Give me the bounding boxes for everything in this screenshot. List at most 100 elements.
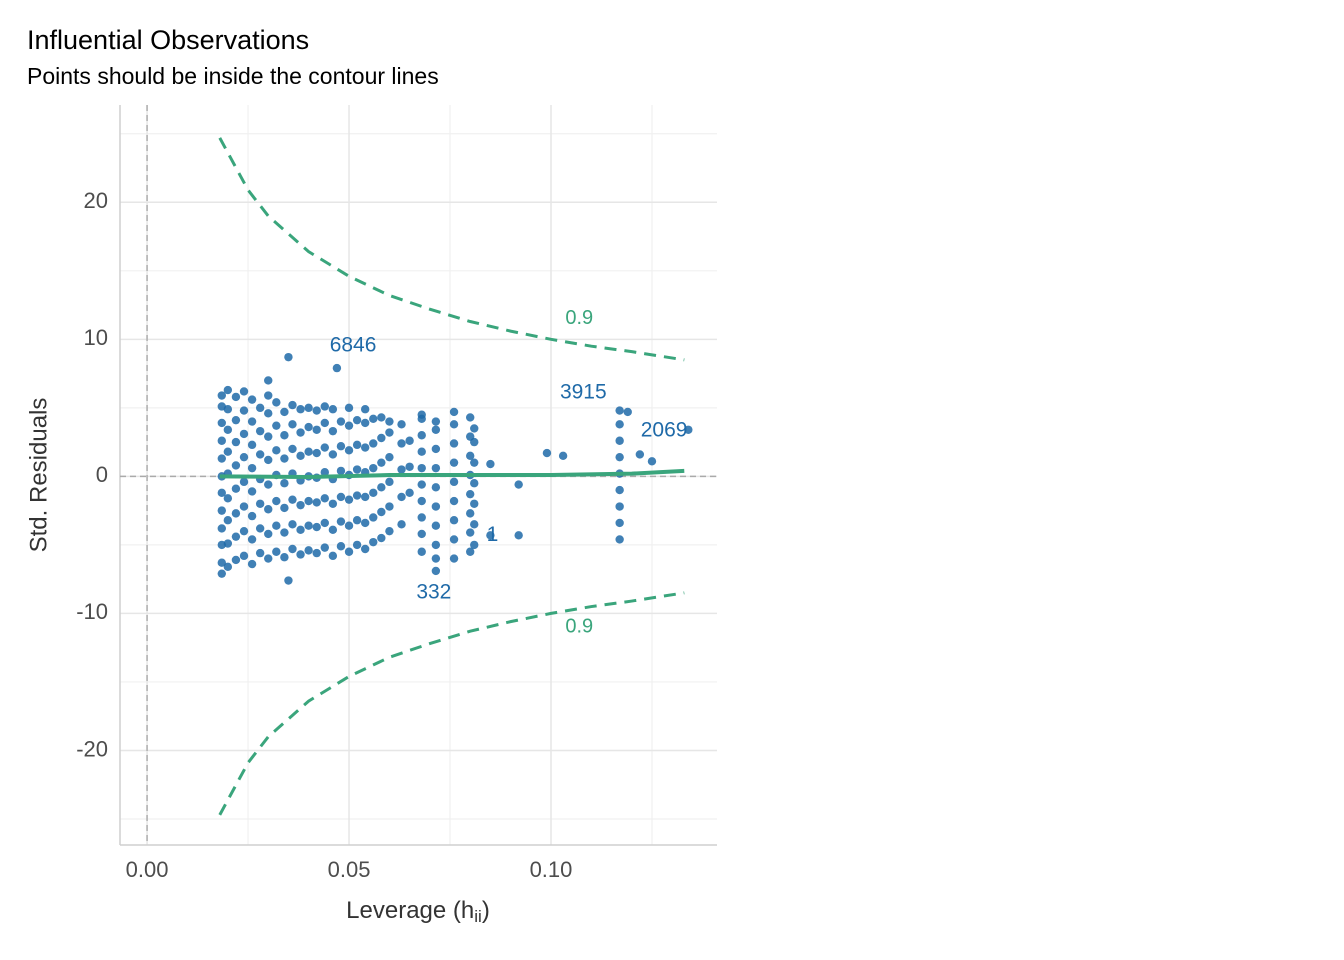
point: [615, 485, 624, 495]
point-label: 6846: [330, 334, 377, 357]
point: [623, 407, 632, 417]
point: [336, 542, 346, 551]
point: [360, 544, 370, 554]
point: [377, 433, 386, 443]
point: [449, 477, 459, 487]
point: [217, 558, 226, 567]
point: [514, 531, 523, 540]
point: [288, 420, 297, 429]
point: [231, 484, 241, 493]
point: [344, 547, 354, 556]
point: [615, 406, 624, 415]
point: [264, 505, 273, 514]
point: [486, 459, 495, 469]
point: [217, 418, 226, 428]
point: [223, 405, 233, 414]
contour-line: [218, 137, 685, 362]
point: [217, 569, 226, 578]
point: [223, 425, 233, 434]
point: [320, 402, 329, 411]
point: [449, 516, 459, 525]
point: [272, 398, 281, 407]
point: [470, 540, 479, 550]
point: [449, 458, 459, 467]
point: [231, 392, 241, 402]
point: [470, 437, 479, 447]
point: [312, 548, 321, 558]
point: [328, 426, 338, 436]
point: [466, 509, 475, 518]
y-tick-label: 10: [84, 325, 108, 350]
point: [352, 465, 362, 474]
point: [542, 448, 552, 458]
point: [288, 400, 297, 410]
point: [217, 391, 226, 400]
point: [431, 502, 441, 511]
point: [320, 418, 329, 428]
point: [328, 499, 338, 508]
point: [280, 431, 289, 440]
point: [466, 413, 475, 422]
point: [405, 462, 414, 471]
point: [280, 479, 289, 488]
y-tick-label: 0: [96, 462, 108, 487]
point: [264, 409, 273, 418]
point: [264, 376, 273, 385]
point: [336, 517, 346, 526]
y-tick-label: -10: [76, 599, 108, 624]
point: [405, 436, 414, 445]
point: [280, 528, 289, 537]
point: [239, 429, 249, 439]
x-axis-title: Leverage (hii): [346, 897, 490, 926]
point: [247, 487, 257, 496]
point: [385, 526, 394, 536]
point-label: 2069: [641, 419, 688, 442]
point: [417, 480, 426, 489]
point: [397, 492, 406, 502]
point: [288, 544, 297, 554]
point: [255, 450, 265, 459]
point: [312, 425, 321, 434]
smooth-line: [219, 468, 685, 480]
point: [352, 516, 362, 525]
point: [615, 535, 624, 544]
point: [369, 513, 378, 522]
point: [397, 439, 406, 448]
y-tick-label: -20: [76, 736, 108, 761]
point: [449, 420, 459, 429]
point: [377, 458, 386, 467]
point: [247, 395, 257, 404]
point: [255, 426, 265, 436]
point: [320, 468, 329, 477]
point: [344, 421, 354, 430]
y-tick-label: 20: [84, 188, 108, 213]
point: [558, 451, 568, 461]
point: [369, 414, 378, 424]
point: [231, 509, 241, 518]
point: [264, 432, 273, 441]
point: [417, 463, 426, 473]
contour-label: 0.9: [565, 307, 593, 329]
point: [312, 406, 321, 415]
point: [231, 532, 241, 541]
point: [615, 518, 624, 528]
point: [431, 540, 441, 550]
point: [272, 521, 281, 530]
point: [296, 405, 305, 414]
point: [336, 417, 346, 426]
point: [284, 576, 293, 585]
point: [377, 507, 386, 517]
point: [466, 489, 475, 499]
point: [417, 431, 426, 440]
point: [320, 518, 329, 528]
point: [369, 463, 378, 473]
point: [470, 499, 479, 508]
x-axis-title-sub: ii: [474, 907, 482, 926]
point: [352, 491, 362, 500]
point: [466, 547, 475, 556]
point: [288, 520, 297, 529]
point: [272, 547, 281, 556]
point: [217, 506, 226, 515]
point: [264, 554, 273, 563]
